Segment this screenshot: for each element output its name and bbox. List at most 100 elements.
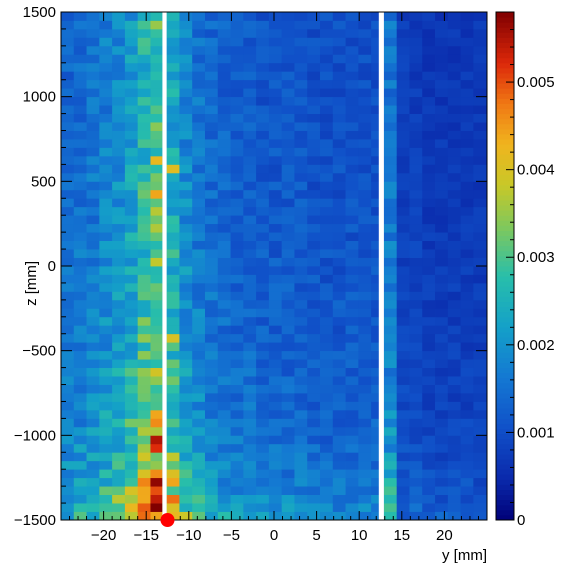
heatmap-cell [435, 494, 449, 504]
heatmap-cell [358, 232, 372, 241]
heatmap-cell [422, 139, 436, 148]
heatmap-cell [345, 113, 359, 123]
heatmap-cell [124, 181, 139, 191]
heatmap-cell [307, 62, 321, 72]
heatmap-cell [112, 232, 126, 241]
colorbar-segment [496, 382, 514, 389]
heatmap-cell [268, 274, 283, 284]
heatmap-cell [256, 282, 270, 292]
heatmap-cell [192, 249, 206, 258]
heatmap-cell [150, 503, 163, 512]
heatmap-cell [217, 54, 231, 64]
heatmap-cell [99, 88, 113, 98]
heatmap-cell [358, 223, 372, 233]
heatmap-cell [447, 164, 461, 174]
heatmap-cell [192, 393, 206, 402]
heatmap-cell [409, 511, 423, 521]
heatmap-cell [217, 418, 231, 428]
heatmap-cell [268, 12, 283, 21]
heatmap-cell [371, 333, 385, 343]
heatmap-cell [332, 71, 346, 81]
heatmap-cell [396, 325, 410, 335]
heatmap-cell [86, 172, 100, 182]
colorbar-segment [496, 296, 514, 303]
heatmap-cell [460, 477, 474, 487]
heatmap-cell [179, 426, 193, 436]
heatmap-cell [124, 477, 139, 487]
heatmap-cell [473, 37, 488, 47]
heatmap-cell [150, 12, 163, 21]
heatmap-cell [307, 282, 321, 292]
heatmap-cell [166, 282, 180, 292]
heatmap-cell [345, 452, 359, 462]
heatmap-cell [256, 155, 270, 165]
heatmap-cell [473, 257, 488, 267]
heatmap-cell [396, 511, 410, 521]
heatmap-cell [73, 45, 87, 55]
heatmap-cell [166, 469, 180, 479]
heatmap-cell [112, 418, 126, 428]
heatmap-cell [358, 469, 372, 479]
heatmap-cell [358, 350, 372, 360]
heatmap-cell [447, 240, 461, 250]
heatmap-cell [447, 511, 461, 521]
heatmap-cell [192, 443, 206, 453]
heatmap-cell [345, 71, 359, 81]
heatmap-cell [294, 274, 308, 284]
heatmap-cell [345, 96, 359, 106]
heatmap-cell [332, 325, 346, 335]
colorbar-segment [496, 332, 514, 338]
heatmap-cell [124, 469, 139, 479]
heatmap-cell [409, 426, 423, 436]
heatmap-cell [422, 198, 436, 208]
heatmap-cell [396, 155, 410, 165]
heatmap-cell [99, 452, 113, 462]
heatmap-cell [473, 215, 488, 225]
heatmap-cell [447, 122, 461, 131]
heatmap-cell [307, 257, 321, 267]
heatmap-cell [150, 139, 163, 148]
heatmap-cell [256, 359, 270, 368]
heatmap-cell [204, 62, 219, 72]
heatmap-cell [137, 435, 151, 445]
x-tick-label: 20 [436, 527, 453, 544]
heatmap-cell [99, 206, 113, 216]
heatmap-cell [99, 28, 113, 38]
colorbar-segment [496, 118, 514, 125]
heatmap-cell [73, 477, 87, 487]
heatmap-cell [396, 12, 410, 21]
heatmap-cell [137, 291, 151, 301]
colorbar-segment [496, 326, 514, 333]
heatmap-cell [61, 469, 75, 479]
heatmap-cell [256, 130, 270, 140]
heatmap-cell [281, 257, 295, 267]
heatmap-cell [150, 37, 163, 47]
heatmap-cell [320, 384, 334, 394]
heatmap-cell [243, 96, 257, 106]
heatmap-cell [473, 54, 488, 64]
heatmap-cell [73, 54, 87, 64]
heatmap-cell [86, 503, 100, 512]
heatmap-cell [396, 240, 410, 250]
heatmap-cell [268, 367, 283, 377]
heatmap-cell [281, 266, 295, 275]
colorbar-segment [496, 494, 514, 501]
heatmap-cell [86, 401, 100, 411]
heatmap-cell [204, 359, 219, 368]
heatmap-cell [383, 460, 398, 470]
heatmap-cell [86, 139, 100, 148]
heatmap-cell [409, 266, 423, 275]
heatmap-cell [396, 308, 410, 318]
heatmap-cell [435, 308, 449, 318]
heatmap-cell [371, 28, 385, 38]
heatmap-cell [86, 384, 100, 394]
heatmap-cell [447, 215, 461, 225]
heatmap-cell [460, 443, 474, 453]
heatmap-cell [137, 342, 151, 352]
heatmap-cell [150, 274, 163, 284]
heatmap-cell [371, 435, 385, 445]
heatmap-cell [243, 308, 257, 318]
heatmap-cell [243, 426, 257, 436]
colorbar-segment [496, 235, 514, 242]
heatmap-cell [281, 469, 295, 479]
